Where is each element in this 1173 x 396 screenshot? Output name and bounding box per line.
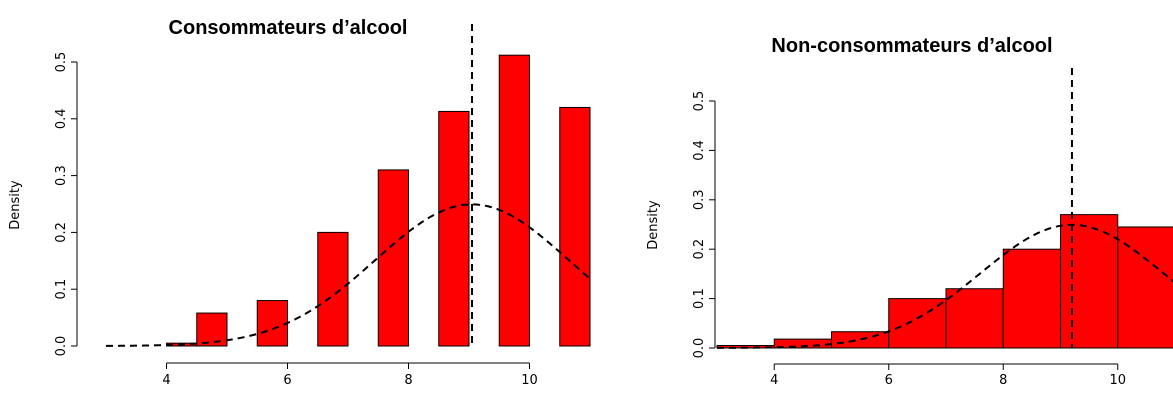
chart-title: Non-consommateurs d’alcool <box>771 35 1052 57</box>
y-tick-label: 0.1 <box>692 288 707 309</box>
y-tick-label: 0.5 <box>54 52 69 73</box>
y-tick-label: 0.2 <box>54 222 69 243</box>
bar-group <box>166 54 591 347</box>
y-tick-label: 0.3 <box>54 165 69 186</box>
chart-title: Consommateurs d’alcool <box>169 17 408 39</box>
x-tick-label: 8 <box>999 373 1007 388</box>
histogram-bar <box>1060 214 1119 349</box>
y-tick-label: 0.1 <box>54 279 69 300</box>
histogram-bar <box>945 288 1004 349</box>
y-tick-label: 0.5 <box>692 91 707 112</box>
axes-group: 4 6 8 10 0.0 0.1 0.2 0.3 0.4 0.5 <box>692 91 1126 388</box>
y-tick-label: 0.2 <box>692 239 707 260</box>
normal-density-curve <box>105 203 591 347</box>
histogram-bar <box>317 231 349 347</box>
histogram-bar <box>498 54 530 347</box>
x-tick-label: 4 <box>162 373 170 388</box>
histogram-bar <box>256 300 288 347</box>
y-axis-label: Density <box>8 180 23 230</box>
y-axis-label: Density <box>646 200 661 250</box>
histogram-bar <box>1002 248 1061 349</box>
histogram-bar <box>1117 226 1173 349</box>
chart-panel-drinkers: Consommateurs d’alcool Density 4 6 8 10 0.0 0… <box>8 17 591 388</box>
chart-panel-non-drinkers: Non-consommateurs d’alcool Density 4 6 8 10… <box>646 35 1173 388</box>
y-tick-label: 0.4 <box>692 140 707 161</box>
x-tick-label: 10 <box>1109 373 1126 388</box>
axes-group: 4 6 8 10 0.0 0.1 0.2 0.3 0.4 0.5 <box>54 52 538 388</box>
normal-density-curve <box>717 223 1173 349</box>
x-tick-label: 10 <box>521 373 538 388</box>
bar-group <box>716 214 1173 349</box>
y-tick-label: 0.4 <box>54 108 69 129</box>
histogram-bar <box>377 169 409 347</box>
normal-curve-group <box>105 24 591 347</box>
x-tick-label: 6 <box>885 373 893 388</box>
y-tick-label: 0.3 <box>692 189 707 210</box>
histogram-bar <box>559 106 591 347</box>
histogram-bar <box>196 312 228 347</box>
histogram-bar <box>831 331 890 349</box>
x-tick-label: 6 <box>283 373 291 388</box>
histogram-bar <box>438 110 470 347</box>
y-tick-label: 0.0 <box>54 336 69 357</box>
normal-curve-group <box>717 68 1173 349</box>
y-tick-label: 0.0 <box>692 338 707 359</box>
x-tick-label: 4 <box>770 373 778 388</box>
x-tick-label: 8 <box>404 373 412 388</box>
